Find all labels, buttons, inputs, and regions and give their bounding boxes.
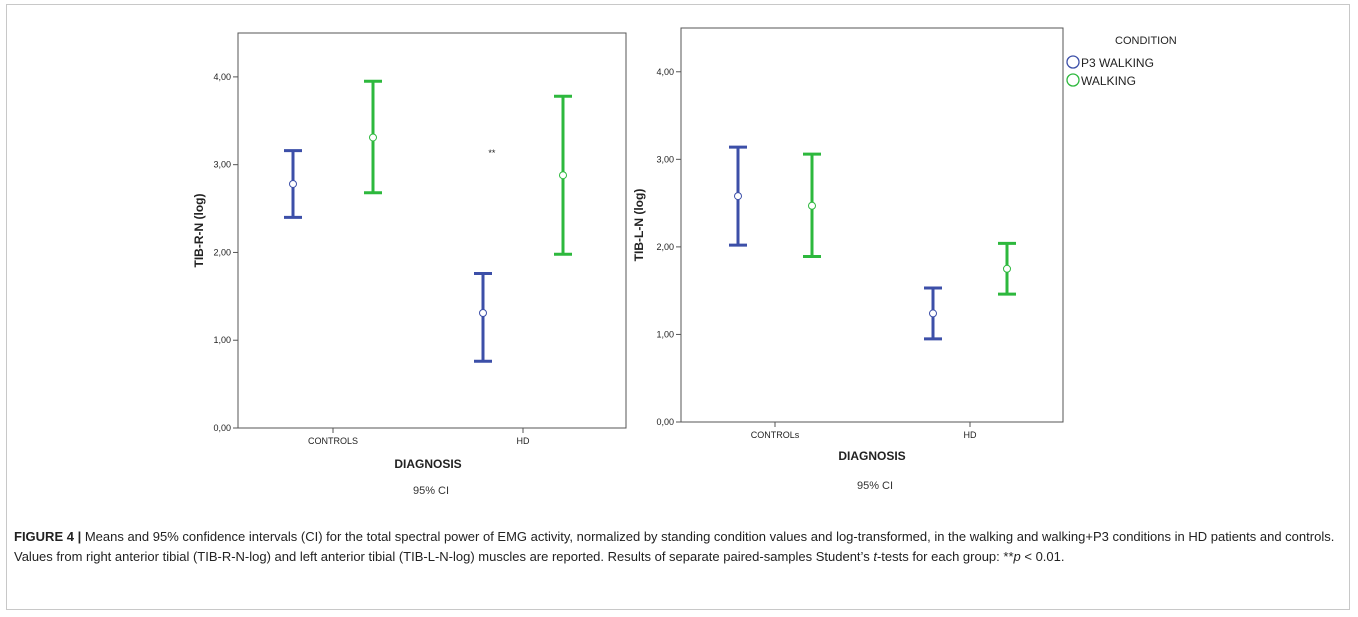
legend-label-walking: WALKING	[1081, 74, 1136, 88]
mean-point	[808, 201, 816, 210]
figure-plots: 0,00 1,00 2,00 3,00 4,00 CONTROLS HD TIB-R-N (l…	[192, 27, 1177, 497]
mean-point	[734, 192, 742, 201]
y-tick-label: 3,00	[213, 160, 231, 170]
ci-note: 95% CI	[857, 480, 893, 492]
caption-text-1: Means and 95% confidence intervals (CI) …	[14, 529, 1335, 564]
caption-label: FIGURE 4 |	[14, 529, 82, 544]
y-tick-label: 4,00	[213, 72, 231, 82]
y-tick-label: 2,00	[213, 247, 231, 257]
y-tick-label: 4,00	[656, 67, 674, 77]
figure-frame	[6, 4, 1350, 610]
y-axis-label: TIB-L-N (log)	[632, 189, 646, 262]
mean-point	[929, 309, 937, 318]
caption-text-2: -tests for each group: **	[876, 549, 1014, 564]
y-tick-label: 1,00	[656, 329, 674, 339]
mean-point	[369, 133, 377, 142]
caption-p-italic: p	[1013, 549, 1021, 564]
plot-left: 0,00 1,00 2,00 3,00 4,00 CONTROLS HD TIB-R-N (l…	[192, 32, 627, 497]
y-tick-label: 3,00	[656, 154, 674, 164]
y-tick-label: 0,00	[656, 417, 674, 427]
mean-point	[1003, 264, 1011, 273]
legend: CONDITION P3 WALKING WALKING	[1066, 35, 1177, 88]
x-tick-label: CONTROLS	[308, 436, 358, 446]
legend-label-p3-walking: P3 WALKING	[1081, 56, 1154, 70]
x-tick-label: CONTROLs	[751, 430, 800, 440]
y-tick-label: 1,00	[213, 335, 231, 345]
mean-point	[479, 309, 487, 318]
y-axis-label: TIB-R-N (log)	[192, 194, 206, 268]
ci-note: 95% CI	[413, 485, 449, 497]
figure-caption: FIGURE 4 | Means and 95% confidence inte…	[14, 527, 1339, 567]
plot-right: 0,00 1,00 2,00 3,00 4,00 CONTROLs HD TIB-L-N (l…	[632, 27, 1064, 492]
legend-swatch-walking	[1066, 73, 1080, 87]
legend-swatch-p3-walking	[1066, 55, 1080, 69]
x-tick-label: HD	[517, 436, 530, 446]
mean-point	[289, 179, 297, 188]
mean-point	[559, 171, 567, 180]
y-tick-label: 0,00	[213, 423, 231, 433]
x-tick-label: HD	[964, 430, 977, 440]
caption-text-3: < 0.01.	[1020, 549, 1065, 564]
y-tick-label: 2,00	[656, 242, 674, 252]
significance-annotation: **	[488, 148, 496, 158]
x-axis-label: DIAGNOSIS	[394, 457, 461, 471]
plot-area-frame	[237, 32, 627, 429]
caption-t-italic: t	[873, 549, 877, 564]
plot-area-frame	[680, 27, 1064, 423]
legend-title: CONDITION	[1115, 35, 1177, 47]
x-axis-label: DIAGNOSIS	[838, 449, 905, 463]
